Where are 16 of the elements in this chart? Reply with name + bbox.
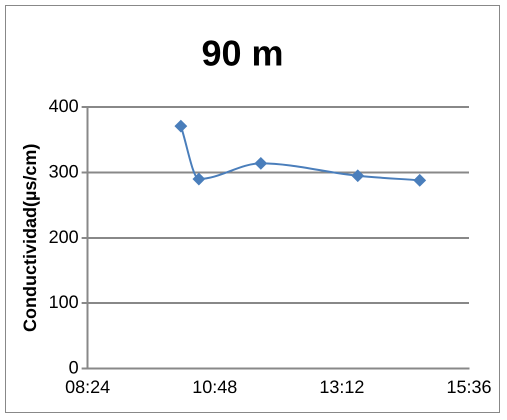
x-tick-label: 10:48 [192,377,238,398]
y-tick-label: 400 [48,96,79,116]
point [192,173,205,186]
point [352,170,364,182]
point [174,120,187,132]
point [414,174,426,186]
y-tick-label: 100 [48,292,79,312]
chart-title: 90 m [201,32,284,74]
x-tick-label: 08:24 [65,377,110,398]
y-tick-label: 300 [48,161,79,182]
x-tick-label: 13:12 [319,377,364,398]
y-axis-title: Conductividad(µs/cm) [20,144,40,332]
y-tick-label: 200 [48,226,79,247]
point [254,157,267,170]
x-tick-label: 15:36 [446,377,492,398]
y-tick-label: 0 [68,357,79,378]
